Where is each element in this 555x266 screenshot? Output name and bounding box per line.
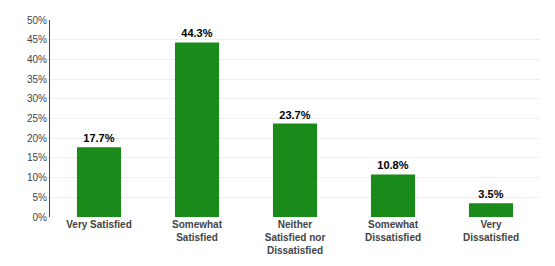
svg-text:SomewhatDissatisfied: SomewhatDissatisfied — [365, 219, 421, 243]
svg-text:10.8%: 10.8% — [377, 159, 408, 171]
svg-text:35%: 35% — [27, 74, 47, 85]
svg-text:5%: 5% — [33, 192, 48, 203]
svg-text:44.3%: 44.3% — [181, 27, 212, 39]
svg-text:Very Satisfied: Very Satisfied — [66, 219, 132, 230]
svg-text:40%: 40% — [27, 54, 47, 65]
svg-text:3.5%: 3.5% — [478, 188, 503, 200]
svg-text:VeryDissatisfied: VeryDissatisfied — [463, 219, 519, 243]
svg-text:NeitherSatisfied norDissatisfi: NeitherSatisfied norDissatisfied — [265, 219, 326, 256]
svg-text:20%: 20% — [27, 133, 47, 144]
svg-text:45%: 45% — [27, 34, 47, 45]
svg-text:23.7%: 23.7% — [279, 109, 310, 121]
svg-text:30%: 30% — [27, 93, 47, 104]
svg-text:25%: 25% — [27, 113, 47, 124]
svg-text:10%: 10% — [27, 172, 47, 183]
svg-text:15%: 15% — [27, 152, 47, 163]
svg-text:SomewhatSatisfied: SomewhatSatisfied — [172, 219, 223, 243]
svg-text:50%: 50% — [27, 15, 47, 26]
svg-text:17.7%: 17.7% — [83, 132, 114, 144]
svg-text:0%: 0% — [33, 212, 48, 223]
